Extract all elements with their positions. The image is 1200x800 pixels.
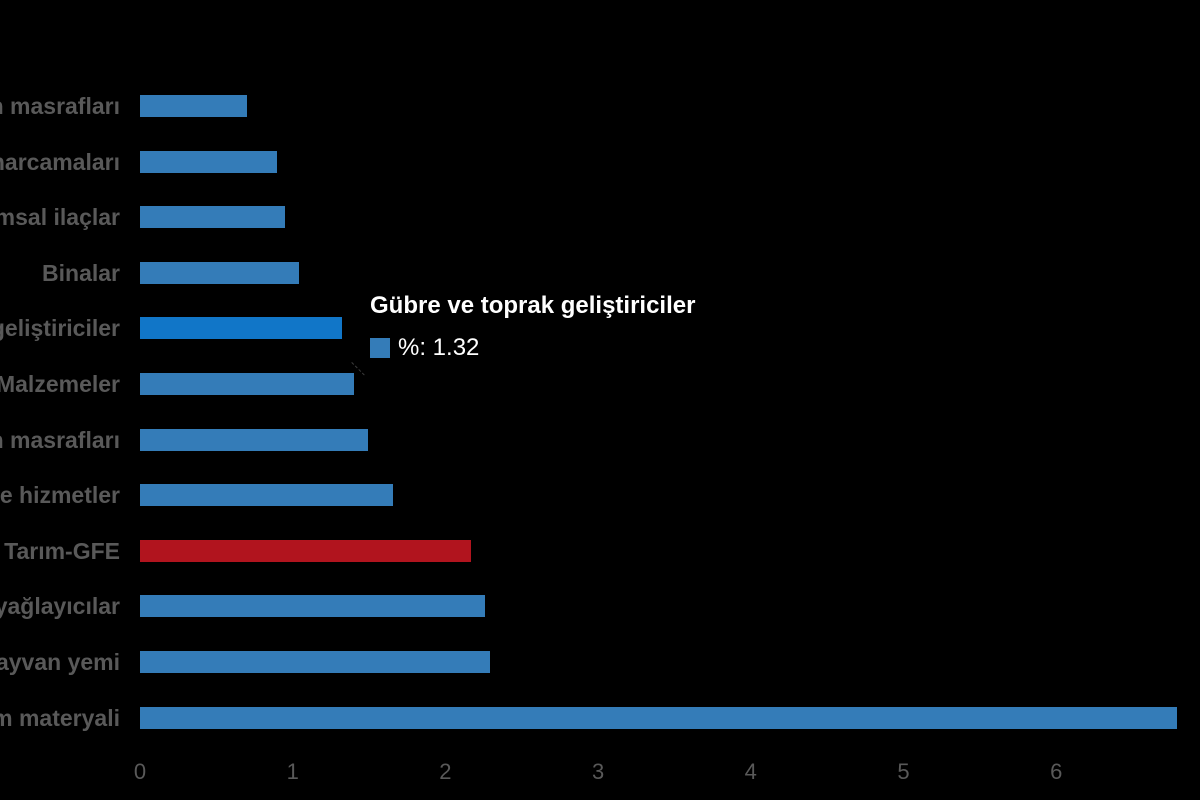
bar[interactable] — [140, 150, 277, 173]
bar[interactable] — [140, 373, 354, 395]
bar[interactable] — [140, 539, 471, 562]
bar[interactable] — [140, 595, 485, 618]
category-label: Binalar — [42, 259, 120, 286]
tooltip: Gübre ve toprak geliştiriciler %: 1.32 — [358, 288, 708, 372]
category-label: geliştiriciler — [0, 315, 120, 342]
bar[interactable] — [140, 651, 490, 673]
tooltip-series-swatch — [370, 338, 390, 358]
bar[interactable] — [140, 206, 285, 229]
bar[interactable] — [140, 428, 368, 451]
bar[interactable] — [140, 706, 1177, 729]
category-label: ımsal ilaçlar — [0, 204, 120, 231]
x-tick-label: 5 — [897, 759, 910, 784]
category-label: ve hizmetler — [0, 482, 120, 509]
category-label: harcamaları — [0, 148, 120, 175]
x-tick-label: 3 — [591, 759, 605, 784]
x-tick-label: 6 — [1050, 759, 1063, 784]
x-tick-label: 0 — [133, 759, 147, 784]
tooltip-value: %: 1.32 — [398, 334, 480, 361]
bar[interactable] — [140, 261, 299, 284]
bar[interactable] — [140, 317, 342, 340]
x-tick-label: 4 — [744, 759, 757, 784]
x-tick-label: 1 — [286, 759, 299, 784]
bar[interactable] — [140, 95, 247, 117]
category-label: Tarım-GFE — [4, 537, 120, 564]
category-label: m materyali — [0, 704, 120, 731]
category-label: yağlayıcılar — [0, 593, 120, 620]
x-tick-label: 2 — [439, 759, 452, 784]
category-label: n masrafları — [0, 93, 120, 119]
tooltip-title: Gübre ve toprak geliştiriciler — [370, 292, 696, 319]
bar[interactable] — [140, 484, 393, 507]
category-label: n masrafları — [0, 426, 120, 453]
category-label: Malzemeler — [0, 371, 120, 397]
category-label: layvan yemi — [0, 649, 120, 675]
tooltip-value-row: %: 1.32 — [370, 334, 695, 362]
